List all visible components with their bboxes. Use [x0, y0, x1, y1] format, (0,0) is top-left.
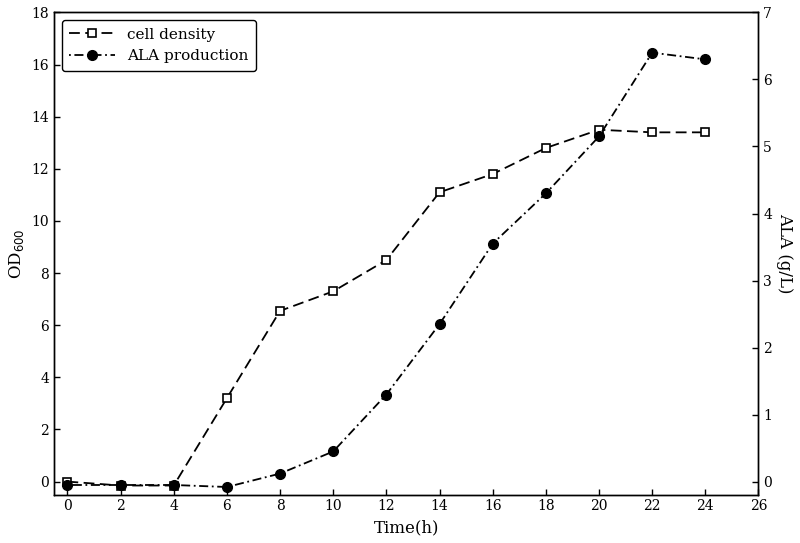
cell density	[382, 257, 391, 263]
ALA production	[329, 448, 338, 454]
cell density	[62, 478, 72, 485]
ALA production	[488, 241, 498, 247]
ALA production	[275, 470, 285, 477]
Y-axis label: OD$_{600}$: OD$_{600}$	[7, 228, 26, 279]
cell density	[169, 482, 178, 489]
ALA production	[647, 49, 657, 56]
Line: cell density: cell density	[63, 125, 710, 490]
ALA production	[382, 392, 391, 398]
cell density	[647, 129, 657, 136]
ALA production	[222, 484, 232, 490]
cell density	[116, 482, 126, 489]
ALA production	[594, 133, 604, 140]
Line: ALA production: ALA production	[62, 48, 710, 492]
ALA production	[169, 482, 178, 488]
Y-axis label: ALA (g/L): ALA (g/L)	[776, 213, 793, 294]
ALA production	[62, 482, 72, 488]
cell density	[594, 127, 604, 133]
ALA production	[434, 321, 444, 327]
ALA production	[701, 56, 710, 62]
ALA production	[541, 190, 550, 197]
cell density	[329, 288, 338, 295]
X-axis label: Time(h): Time(h)	[374, 519, 439, 536]
Legend: cell density, ALA production: cell density, ALA production	[62, 20, 257, 71]
cell density	[434, 189, 444, 195]
ALA production	[116, 482, 126, 488]
cell density	[701, 129, 710, 136]
cell density	[222, 395, 232, 401]
cell density	[541, 145, 550, 151]
cell density	[488, 171, 498, 178]
cell density	[275, 308, 285, 314]
